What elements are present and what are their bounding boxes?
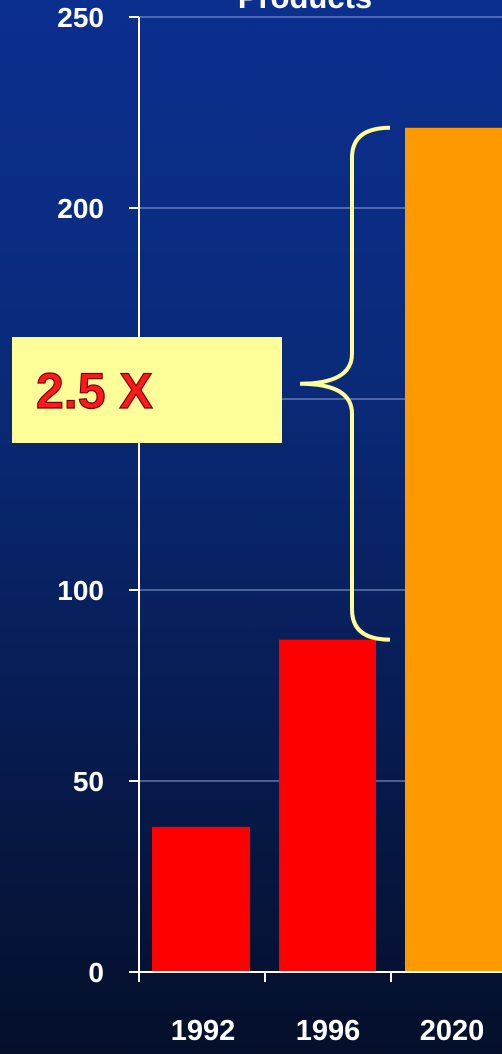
x-tick-label-1992: 1992 — [171, 1015, 236, 1047]
callout-box — [12, 337, 282, 443]
bar-2020 — [405, 127, 502, 972]
x-tick-labels: 1992 1996 2020 — [171, 1015, 485, 1047]
brace-annotation — [299, 125, 391, 642]
y-tick-label-250: 250 — [57, 2, 104, 33]
callout-label: 2.5 X — [36, 363, 153, 419]
bar-1992 — [152, 826, 250, 972]
y-tick-label-100: 100 — [57, 575, 104, 606]
y-tick-labels: 0 50 100 200 250 — [57, 2, 104, 988]
y-tick-label-50: 50 — [73, 766, 104, 797]
bar-1996 — [279, 639, 376, 972]
x-tick-label-1996: 1996 — [296, 1015, 361, 1047]
x-tick-label-2020: 2020 — [420, 1015, 485, 1047]
y-tick-label-0: 0 — [88, 957, 104, 988]
bars — [152, 127, 502, 972]
chart-title: Products — [238, 0, 372, 15]
y-tick-label-200: 200 — [57, 193, 104, 224]
